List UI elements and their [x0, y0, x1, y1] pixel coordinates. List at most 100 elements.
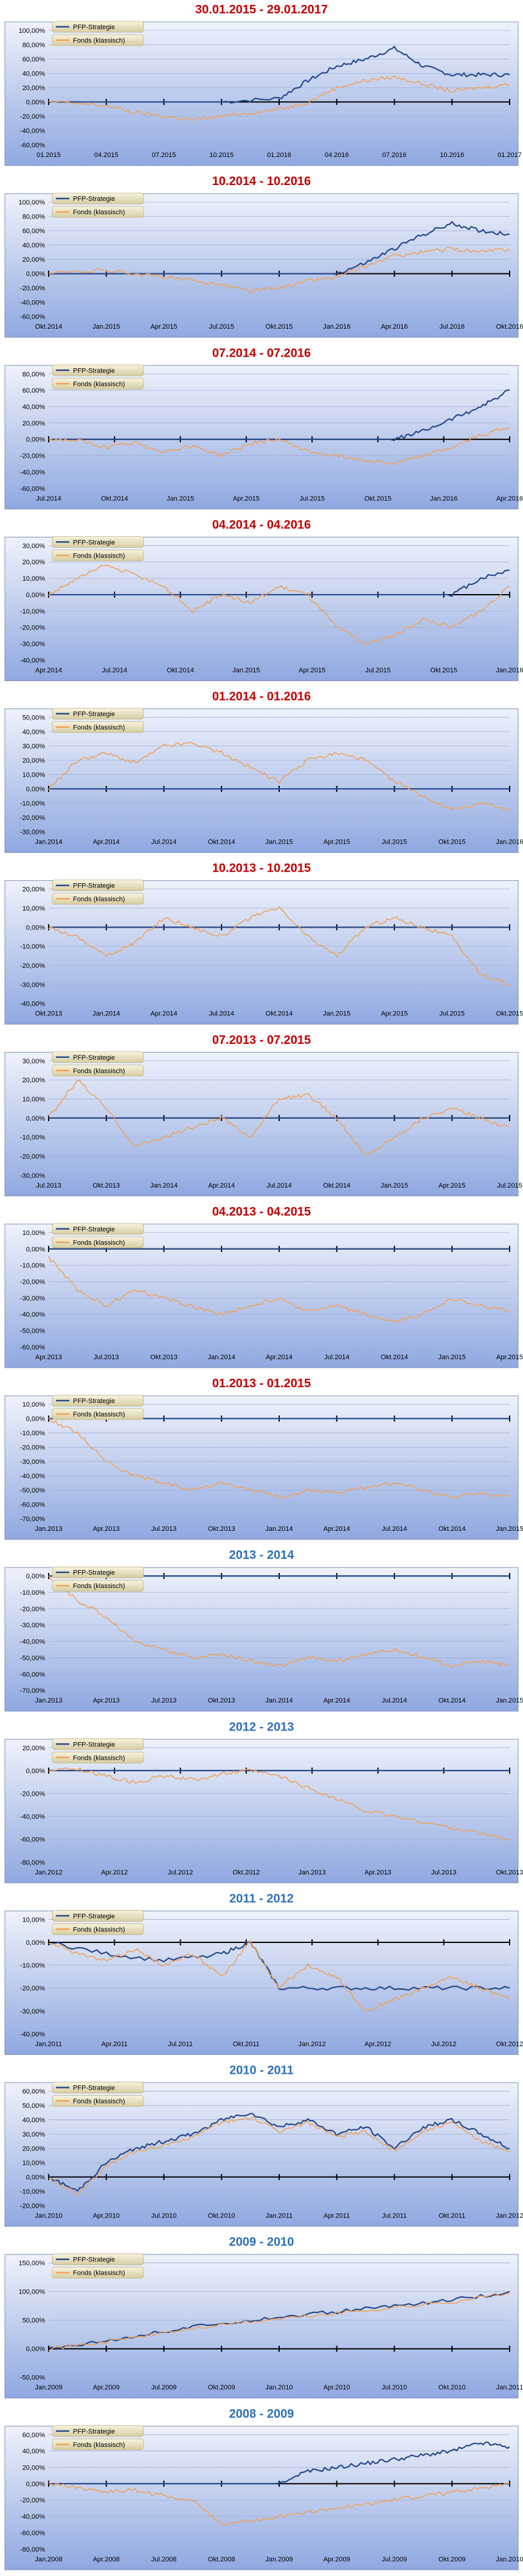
x-tick-label: Jan.2010 [35, 2213, 62, 2220]
series-line-fonds [48, 1255, 510, 1323]
y-tick-label: 60,00% [23, 2432, 46, 2439]
legend-box [52, 1751, 144, 1763]
y-tick-label: 10,00% [23, 1096, 46, 1103]
y-tick-label: 80,00% [23, 214, 46, 221]
legend: PFP-Strategie Fonds (klassisch) [52, 1395, 144, 1420]
legend-box [52, 893, 144, 905]
y-tick-label: -30,00% [20, 641, 45, 648]
x-tick-label: Jul.2013 [151, 1697, 177, 1704]
x-tick-label: Jan.2012 [35, 1869, 62, 1876]
x-tick-label: Jan.2013 [35, 1525, 62, 1533]
x-tick-label: Jan.2014 [265, 1525, 293, 1533]
legend: PFP-Strategie Fonds (klassisch) [52, 1910, 144, 1935]
x-tick-label: Jan.2014 [92, 1010, 120, 1018]
y-tick-label: -20,00% [20, 453, 45, 460]
chart-1: 30.01.2015 - 29.01.2017 100,00% 80,00% 60,0… [4, 3, 522, 166]
x-tick-label: Jul.2011 [382, 2213, 407, 2220]
legend-label: PFP-Strategie [73, 1398, 115, 1405]
y-tick-label: 20,00% [23, 1077, 46, 1084]
y-tick-label: 30,00% [23, 2131, 46, 2138]
y-tick-label: -30,00% [20, 1172, 45, 1180]
y-tick-label: -20,00% [20, 1278, 45, 1286]
y-tick-label: 60,00% [23, 2088, 46, 2096]
chart-title: 2013 - 2014 [229, 1549, 295, 1562]
legend-label: Fonds (klassisch) [73, 724, 125, 732]
y-tick-label: -40,00% [20, 1639, 45, 1646]
series-line-fonds [48, 1079, 510, 1156]
legend-box [52, 2253, 144, 2266]
x-tick-label: 10.2015 [209, 152, 234, 159]
x-tick-label: Jul.2009 [151, 2384, 177, 2392]
y-tick-label: -10,00% [20, 800, 45, 808]
y-tick-label: 20,00% [23, 2465, 46, 2472]
chart-title: 01.2014 - 01.2016 [212, 690, 311, 704]
y-tick-label: -40,00% [20, 1311, 45, 1318]
x-tick-label: Jul.2011 [168, 2040, 193, 2048]
x-tick-label: Jul.2015 [382, 839, 407, 846]
legend-box [52, 1408, 144, 1420]
series-line-pfp [49, 389, 510, 441]
x-tick-label: Jul.2014 [102, 667, 127, 674]
y-tick-label: 20,00% [23, 256, 46, 264]
y-tick-label: -10,00% [20, 1962, 45, 1970]
x-tick-label: Okt.2015 [496, 1010, 523, 1018]
legend: PFP-Strategie Fonds (klassisch) [52, 364, 144, 390]
y-tick-label: 40,00% [23, 2448, 46, 2455]
y-tick-label: 20,00% [23, 420, 46, 427]
y-tick-label: -20,00% [20, 1153, 45, 1160]
legend-box [52, 377, 144, 390]
legend-box [52, 2082, 144, 2093]
y-tick-label: -60,00% [20, 313, 45, 321]
y-tick-label: 40,00% [23, 404, 46, 411]
legend-label: Fonds (klassisch) [73, 1239, 125, 1247]
series-line-fonds [48, 2482, 510, 2527]
x-tick-label: Jan.2011 [496, 2384, 523, 2392]
y-tick-label: 20,00% [23, 886, 46, 894]
y-tick-label: 0,00% [26, 1115, 45, 1122]
y-tick-label: -10,00% [20, 1134, 45, 1141]
series-line-fonds [48, 1575, 510, 1668]
legend: PFP-Strategie Fonds (klassisch) [52, 2425, 144, 2451]
chart-3: 07.2014 - 07.2016 80,00% 60,00% 40,00% 20,00… [4, 346, 523, 509]
y-tick-label: -10,00% [20, 1430, 45, 1437]
y-tick-label: 150,00% [19, 2260, 46, 2267]
series-line-fonds [48, 906, 510, 986]
x-tick-label: Jan.2016 [430, 495, 457, 502]
y-tick-label: 80,00% [23, 371, 46, 378]
legend-label: PFP-Strategie [73, 1569, 115, 1577]
legend-label: Fonds (klassisch) [73, 2270, 125, 2277]
legend-label: Fonds (klassisch) [73, 1583, 125, 1590]
x-tick-label: Okt.2009 [438, 2556, 466, 2563]
chart-2: 10.2014 - 10.2016 100,00% 80,00% 60,00% 40,0… [4, 175, 523, 338]
legend: PFP-Strategie Fonds (klassisch) [52, 1223, 144, 1248]
y-tick-label: -40,00% [20, 657, 45, 664]
x-tick-label: Jan.2014 [150, 1182, 178, 1189]
x-tick-label: Jan.2015 [167, 495, 194, 502]
y-tick-label: -30,00% [20, 1295, 45, 1302]
legend-box [52, 34, 144, 46]
x-tick-label: Apr.2013 [93, 1697, 120, 1704]
y-tick-label: -60,00% [20, 485, 45, 492]
y-tick-label: 0,00% [26, 1416, 45, 1423]
x-tick-label: 01.2016 [267, 152, 291, 159]
y-tick-label: 40,00% [23, 71, 46, 78]
series-line-fonds [48, 247, 510, 294]
x-tick-label: Apr.2014 [150, 1010, 177, 1018]
x-tick-label: Okt.2014 [438, 1525, 466, 1533]
x-tick-label: 04.2016 [325, 152, 349, 159]
legend-label: Fonds (klassisch) [73, 209, 125, 216]
x-tick-label: Apr.2014 [35, 667, 62, 674]
y-tick-label: 0,00% [26, 2480, 45, 2488]
legend-box [52, 536, 144, 548]
y-tick-label: 10,00% [23, 1401, 46, 1409]
legend: PFP-Strategie Fonds (klassisch) [52, 708, 144, 733]
y-tick-label: -60,00% [20, 1502, 45, 1509]
x-tick-label: Apr.2013 [93, 1525, 120, 1533]
legend-box [52, 1065, 144, 1077]
y-tick-label: -30,00% [20, 1622, 45, 1629]
legend: PFP-Strategie Fonds (klassisch) [52, 1051, 144, 1077]
series-line-fonds [48, 1940, 510, 2012]
x-tick-label: Okt.2013 [92, 1182, 120, 1189]
legend-box [52, 21, 144, 33]
legend: PFP-Strategie Fonds (klassisch) [52, 880, 144, 905]
